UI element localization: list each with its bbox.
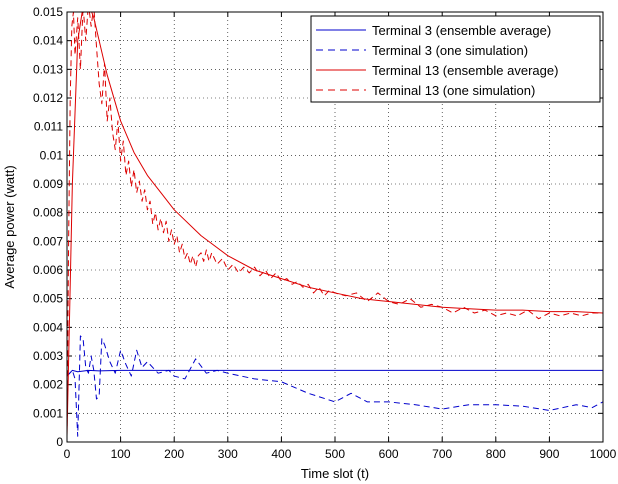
y-tick-label: 0.01	[40, 148, 64, 162]
x-tick-label: 300	[218, 447, 238, 461]
y-tick-label: 0.011	[34, 120, 63, 134]
y-tick-label: 0.007	[33, 234, 63, 248]
legend: Terminal 3 (ensemble average) Terminal 3 …	[310, 15, 601, 103]
x-tick-label: 800	[486, 447, 506, 461]
y-tick-label: 0	[56, 435, 63, 449]
x-tick-label: 700	[432, 447, 452, 461]
y-tick-label: 0.001	[33, 406, 63, 420]
y-tick-label: 0.014	[33, 34, 63, 48]
legend-label-3: Terminal 13 (ensemble average)	[372, 63, 558, 78]
x-tick-label: 400	[271, 447, 291, 461]
legend-label-4: Terminal 13 (one simulation)	[372, 83, 535, 98]
x-tick-label: 900	[539, 447, 559, 461]
series-line-1	[67, 369, 603, 377]
series-line-3	[67, 12, 603, 437]
x-tick-label: 100	[111, 447, 131, 461]
series-line-4	[67, 12, 603, 437]
y-tick-label: 0.008	[33, 206, 63, 220]
x-tick-label: 500	[325, 447, 345, 461]
y-tick-label: 0.004	[33, 320, 63, 334]
y-axis-label: Average power (watt)	[2, 165, 17, 288]
legend-label-1: Terminal 3 (ensemble average)	[372, 23, 551, 38]
y-tick-label: 0.012	[33, 91, 63, 105]
series-line-2	[67, 335, 603, 437]
x-tick-label: 0	[64, 447, 71, 461]
y-tick-label: 0.006	[33, 263, 63, 277]
y-tick-label: 0.005	[33, 292, 63, 306]
data-series	[67, 12, 603, 437]
y-tick-label: 0.002	[33, 378, 63, 392]
plot-frame	[66, 11, 604, 443]
y-tick-label: 0.013	[33, 62, 63, 76]
y-tick-label: 0.009	[33, 177, 63, 191]
y-tick-label: 0.003	[33, 349, 63, 363]
tick-labels: 0 100 200 300 400 500 600 700 800 900 1000 0 0.001 0.…	[33, 5, 617, 461]
y-tick-label: 0.015	[33, 5, 63, 19]
x-tick-label: 1000	[590, 447, 617, 461]
legend-label-2: Terminal 3 (one simulation)	[372, 43, 528, 58]
x-tick-label: 600	[379, 447, 399, 461]
x-tick-label: 200	[164, 447, 184, 461]
x-axis-label: Time slot (t)	[301, 466, 369, 481]
